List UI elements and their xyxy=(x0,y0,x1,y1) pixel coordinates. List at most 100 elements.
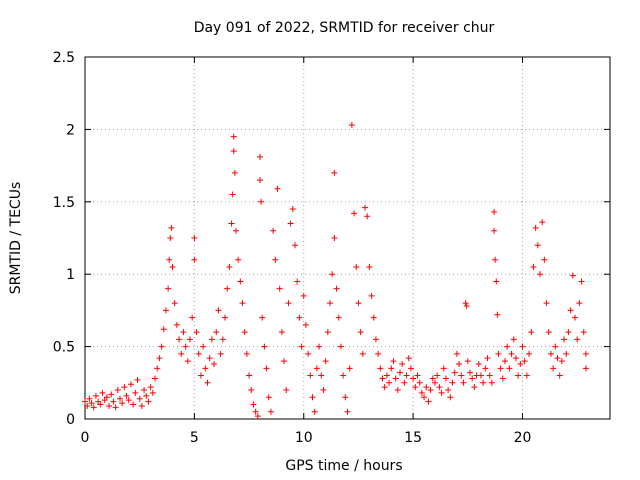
data-point xyxy=(403,372,410,379)
data-point xyxy=(309,394,316,401)
data-point xyxy=(366,263,373,270)
data-point xyxy=(298,343,305,350)
data-point xyxy=(228,220,235,227)
x-tick-label: 5 xyxy=(190,430,199,446)
data-point xyxy=(141,387,148,394)
data-point xyxy=(572,314,578,321)
data-point xyxy=(226,263,233,270)
data-point xyxy=(82,398,88,405)
data-point xyxy=(545,329,552,336)
data-point xyxy=(436,384,443,391)
data-point xyxy=(362,204,368,211)
data-point xyxy=(213,329,220,336)
data-point xyxy=(110,398,117,405)
data-point xyxy=(495,350,502,357)
data-point xyxy=(523,372,530,379)
data-point xyxy=(329,271,336,278)
data-point xyxy=(258,198,265,205)
data-point xyxy=(499,375,506,382)
data-point xyxy=(493,278,500,285)
data-point xyxy=(519,343,526,350)
y-tick-label: 1.5 xyxy=(53,195,75,211)
data-point xyxy=(160,326,167,333)
x-tick-label: 10 xyxy=(295,430,313,446)
data-point xyxy=(530,263,537,270)
data-point xyxy=(464,358,471,365)
data-point xyxy=(475,360,482,367)
data-point xyxy=(397,369,403,376)
data-point xyxy=(368,292,375,299)
data-point xyxy=(421,394,428,401)
data-point xyxy=(195,350,202,357)
data-point xyxy=(189,314,196,321)
data-point xyxy=(316,343,323,350)
data-point xyxy=(217,350,224,357)
data-point xyxy=(169,263,176,270)
data-point xyxy=(463,303,470,310)
data-point xyxy=(136,395,143,402)
data-point xyxy=(394,387,401,394)
data-point xyxy=(539,219,546,226)
data-point xyxy=(108,391,115,398)
data-point xyxy=(390,358,397,365)
x-tick-label: 0 xyxy=(81,430,90,446)
data-point xyxy=(532,224,539,231)
data-point xyxy=(305,350,312,357)
data-point xyxy=(239,300,246,307)
data-point xyxy=(281,358,288,365)
data-point xyxy=(460,379,467,386)
data-point xyxy=(364,213,371,220)
data-point xyxy=(432,379,438,386)
data-point xyxy=(143,392,150,399)
data-point xyxy=(311,408,318,415)
data-point xyxy=(552,343,559,350)
data-point xyxy=(204,379,211,386)
data-point xyxy=(243,350,250,357)
data-point xyxy=(508,350,515,357)
data-point xyxy=(119,400,126,407)
grid-lines xyxy=(85,57,610,419)
data-point xyxy=(399,360,406,367)
data-point xyxy=(117,395,123,402)
data-point xyxy=(219,336,226,343)
data-point xyxy=(230,133,237,140)
data-point xyxy=(123,392,130,399)
data-point xyxy=(434,372,441,379)
data-point xyxy=(534,242,541,249)
data-point xyxy=(453,350,460,357)
data-point xyxy=(162,307,169,314)
data-point xyxy=(414,372,421,379)
data-point xyxy=(407,365,414,372)
data-point xyxy=(125,397,132,404)
data-point xyxy=(342,394,349,401)
data-point xyxy=(467,369,473,376)
data-point xyxy=(401,379,408,386)
data-point xyxy=(276,285,283,292)
data-point xyxy=(232,227,239,234)
data-point xyxy=(138,402,145,409)
data-point xyxy=(578,278,585,285)
data-point xyxy=(261,343,268,350)
data-point xyxy=(197,372,204,379)
data-point xyxy=(257,177,263,184)
data-point xyxy=(230,148,237,155)
data-point xyxy=(289,206,296,213)
data-point xyxy=(86,395,93,402)
data-point xyxy=(184,358,191,365)
data-point xyxy=(567,307,574,314)
x-axis-label: GPS time / hours xyxy=(285,458,402,474)
data-point xyxy=(582,365,589,372)
data-point xyxy=(211,360,218,367)
data-point xyxy=(182,343,189,350)
data-point xyxy=(388,365,395,372)
data-point xyxy=(158,343,165,350)
data-point xyxy=(471,384,478,391)
data-point xyxy=(176,336,183,343)
data-point xyxy=(222,314,228,321)
data-point xyxy=(235,256,242,263)
data-point xyxy=(462,300,469,307)
data-point xyxy=(318,372,325,379)
data-point xyxy=(386,379,393,386)
data-point xyxy=(165,285,172,292)
